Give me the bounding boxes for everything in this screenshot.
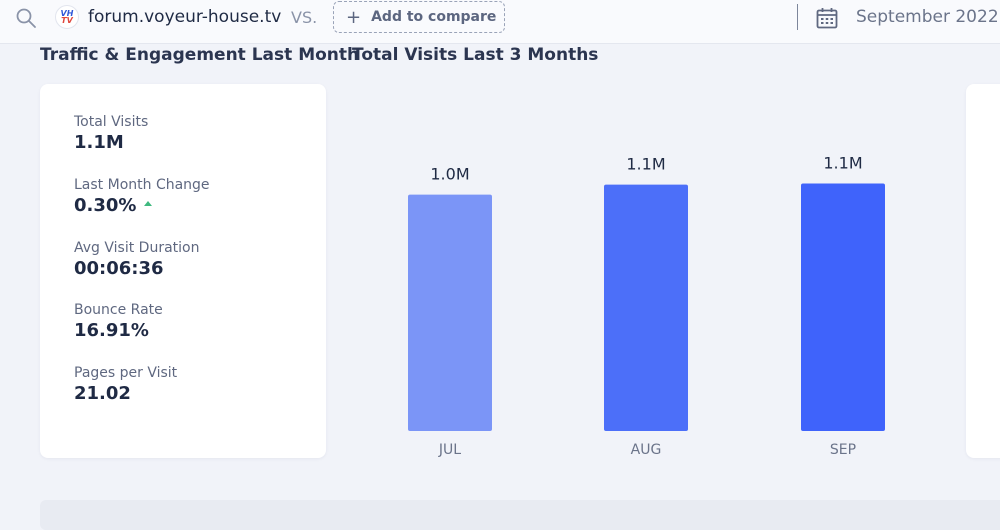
data-label-jul: 1.0M bbox=[430, 165, 469, 184]
bar-aug[interactable] bbox=[604, 184, 688, 431]
metric-bounce-rate: Bounce Rate 16.91% bbox=[74, 302, 163, 341]
bottom-panel bbox=[40, 500, 1000, 530]
visits-section-title: Total Visits Last 3 Months bbox=[352, 45, 599, 65]
side-card bbox=[966, 84, 1000, 458]
metric-value: 0.30% bbox=[74, 195, 137, 216]
calendar-icon[interactable] bbox=[815, 6, 839, 30]
visits-bar-chart: 1.0M JUL 1.1M AUG 1.1M SEP bbox=[340, 84, 950, 464]
site-logo-text-bottom: TV bbox=[61, 16, 73, 25]
search-icon[interactable] bbox=[14, 6, 38, 30]
metric-label: Pages per Visit bbox=[74, 365, 178, 381]
metric-avg-visit-duration: Avg Visit Duration 00:06:36 bbox=[74, 240, 199, 279]
metric-value: 21.02 bbox=[74, 383, 131, 404]
date-selector[interactable]: September 2022 bbox=[856, 7, 999, 27]
data-label-aug: 1.1M bbox=[626, 155, 665, 174]
metric-value: 00:06:36 bbox=[74, 258, 164, 279]
site-logo: VH TV bbox=[55, 5, 79, 29]
metric-label: Avg Visit Duration bbox=[74, 240, 200, 256]
header-divider bbox=[797, 4, 798, 30]
metric-label: Total Visits bbox=[74, 114, 149, 130]
top-bar: VH TV forum.voyeur-house.tv VS. + Add to… bbox=[0, 0, 1000, 44]
metric-last-month-change: Last Month Change 0.30% bbox=[74, 177, 210, 216]
metric-value: 1.1M bbox=[74, 132, 124, 153]
bar-sep[interactable] bbox=[801, 183, 885, 431]
x-tick-label-aug: AUG bbox=[631, 442, 662, 458]
metric-total-visits: Total Visits 1.1M bbox=[74, 114, 148, 153]
site-domain[interactable]: forum.voyeur-house.tv bbox=[88, 7, 282, 27]
x-tick-label-sep: SEP bbox=[830, 442, 856, 458]
metric-label: Bounce Rate bbox=[74, 302, 163, 318]
metrics-card: Total Visits 1.1M Last Month Change 0.30… bbox=[40, 84, 326, 458]
engagement-section-title: Traffic & Engagement Last Month bbox=[40, 45, 360, 65]
metric-value-row: 0.30% bbox=[74, 195, 210, 216]
x-tick-label-jul: JUL bbox=[438, 442, 461, 458]
metric-label: Last Month Change bbox=[74, 177, 210, 193]
vs-label: VS. bbox=[291, 8, 318, 27]
add-to-compare-label: Add to compare bbox=[371, 9, 497, 25]
add-to-compare-button[interactable]: + Add to compare bbox=[333, 1, 505, 33]
visits-chart-svg: 1.0M JUL 1.1M AUG 1.1M SEP bbox=[408, 153, 885, 458]
site-logo-text-top: VH bbox=[60, 9, 74, 18]
metric-pages-per-visit: Pages per Visit 21.02 bbox=[74, 365, 177, 404]
trend-up-icon bbox=[144, 200, 153, 206]
bar-jul[interactable] bbox=[408, 194, 492, 431]
plus-icon: + bbox=[346, 6, 362, 28]
data-label-sep: 1.1M bbox=[823, 153, 862, 172]
metric-value: 16.91% bbox=[74, 320, 149, 341]
